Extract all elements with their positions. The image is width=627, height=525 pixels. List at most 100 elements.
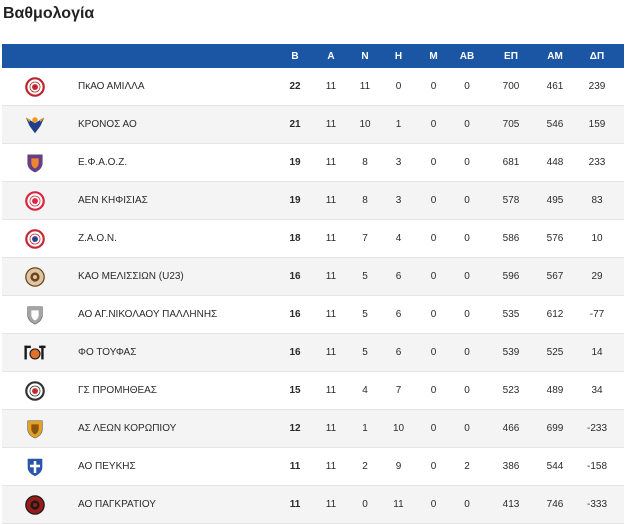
points-against-value: 489: [540, 372, 570, 410]
logo-dot: [32, 274, 38, 279]
m-value: 0: [415, 296, 452, 334]
logo-shield-inner: [31, 157, 39, 168]
team-name: Ζ.Α.Ο.Ν.: [68, 220, 276, 258]
losses-value: 1: [382, 106, 415, 144]
team-name: ΑΟ ΑΓ.ΝΙΚΟΛΑΟΥ ΠΑΛΛΗΝΗΣ: [68, 296, 276, 334]
points-value: 15: [276, 372, 314, 410]
point-diff-value: 159: [570, 106, 624, 144]
points-value: 22: [276, 68, 314, 106]
logo-letter-bar: [24, 345, 31, 348]
header-logo-cell: [2, 44, 68, 68]
logo-cell: [2, 334, 68, 372]
leon-koropiou-shield-icon: [27, 419, 43, 438]
aen-kifisias-crest-icon: [25, 190, 45, 211]
point-diff-value: -77: [570, 296, 624, 334]
points-for-value: 586: [482, 220, 540, 258]
ab-value: 0: [452, 68, 482, 106]
points-for-value: 386: [482, 448, 540, 486]
losses-value: 4: [382, 220, 415, 258]
logo-cell: [2, 220, 68, 258]
ag-nikolaou-shield-icon: [27, 305, 43, 324]
points-value: 16: [276, 258, 314, 296]
point-diff-value: -333: [570, 486, 624, 524]
ao-pagkratiou-crest-icon: [25, 494, 45, 515]
header-losses: Η: [382, 44, 415, 68]
header-wins: Ν: [348, 44, 382, 68]
losses-value: 10: [382, 410, 415, 448]
point-diff-value: 14: [570, 334, 624, 372]
logo-cell: [2, 486, 68, 524]
m-value: 0: [415, 182, 452, 220]
point-diff-value: -233: [570, 410, 624, 448]
losses-value: 0: [382, 68, 415, 106]
wins-value: 0: [348, 486, 382, 524]
ab-value: 0: [452, 296, 482, 334]
logo-cell: [2, 258, 68, 296]
ab-value: 0: [452, 486, 482, 524]
logo-cell: [2, 68, 68, 106]
team-name: ΓΣ ΠΡΟΜΗΘΕΑΣ: [68, 372, 276, 410]
kao-melission-crest-icon: [25, 266, 45, 287]
points-against-value: 746: [540, 486, 570, 524]
losses-value: 11: [382, 486, 415, 524]
team-name: ΑΟ ΠΑΓΚΡΑΤΙΟΥ: [68, 486, 276, 524]
wins-value: 10: [348, 106, 382, 144]
logo-letter-stem: [41, 345, 44, 359]
points-for-value: 523: [482, 372, 540, 410]
logo-shield-inner: [31, 309, 39, 320]
point-diff-value: 10: [570, 220, 624, 258]
ab-value: 0: [452, 182, 482, 220]
logo-cross-horizontal: [29, 464, 41, 467]
point-diff-value: 233: [570, 144, 624, 182]
points-for-value: 535: [482, 296, 540, 334]
logo-ball: [32, 116, 38, 123]
header-row: Β Α Ν Η Μ ΑΒ ΕΠ ΑΜ ΔΠ: [2, 44, 624, 68]
games-value: 11: [314, 334, 348, 372]
logo-cell: [2, 448, 68, 486]
m-value: 0: [415, 334, 452, 372]
ab-value: 0: [452, 410, 482, 448]
header-point-diff: ΔΠ: [570, 44, 624, 68]
ab-value: 0: [452, 334, 482, 372]
ab-value: 0: [452, 258, 482, 296]
table-header: Β Α Ν Η Μ ΑΒ ΕΠ ΑΜ ΔΠ: [2, 44, 624, 68]
ab-value: 0: [452, 144, 482, 182]
standings-table: Β Α Ν Η Μ ΑΒ ΕΠ ΑΜ ΔΠ ΠκΑΟ ΑΜΙΛΛΑ 22 11 …: [2, 44, 624, 524]
promitheas-crest-icon: [25, 380, 45, 401]
logo-center: [32, 83, 38, 90]
header-points: Β: [276, 44, 314, 68]
amilla-crest-icon: [25, 76, 45, 97]
logo-ball: [29, 347, 41, 360]
table-row: ΓΣ ΠΡΟΜΗΘΕΑΣ 15 11 4 7 0 0 523 489 34: [2, 372, 624, 410]
header-games: Α: [314, 44, 348, 68]
table-body: ΠκΑΟ ΑΜΙΛΛΑ 22 11 11 0 0 0 700 461 239 Κ…: [2, 68, 624, 524]
point-diff-value: -158: [570, 448, 624, 486]
points-value: 12: [276, 410, 314, 448]
page-title: Βαθμολογία: [3, 5, 95, 22]
logo-cell: [2, 144, 68, 182]
m-value: 0: [415, 258, 452, 296]
table-row: Ε.Φ.Α.Ο.Ζ. 19 11 8 3 0 0 681 448 233: [2, 144, 624, 182]
points-against-value: 576: [540, 220, 570, 258]
games-value: 11: [314, 220, 348, 258]
games-value: 11: [314, 410, 348, 448]
team-name: ΠκΑΟ ΑΜΙΛΛΑ: [68, 68, 276, 106]
ao-pefkis-shield-icon: [27, 458, 43, 476]
table-row: ΠκΑΟ ΑΜΙΛΛΑ 22 11 11 0 0 0 700 461 239: [2, 68, 624, 106]
point-diff-value: 29: [570, 258, 624, 296]
points-against-value: 495: [540, 182, 570, 220]
table-row: ΚΑΟ ΜΕΛΙΣΣΙΩΝ (U23) 16 11 5 6 0 0 596 56…: [2, 258, 624, 296]
logo-inner-ring: [29, 195, 41, 206]
table-row: ΑΕΝ ΚΗΦΙΣΙΑΣ 19 11 8 3 0 0 578 495 83: [2, 182, 624, 220]
points-for-value: 596: [482, 258, 540, 296]
games-value: 11: [314, 372, 348, 410]
logo-inner-ring: [29, 81, 41, 92]
team-name: ΚΑΟ ΜΕΛΙΣΣΙΩΝ (U23): [68, 258, 276, 296]
wins-value: 5: [348, 258, 382, 296]
logo-cell: [2, 296, 68, 334]
points-for-value: 578: [482, 182, 540, 220]
points-against-value: 544: [540, 448, 570, 486]
games-value: 11: [314, 486, 348, 524]
losses-value: 9: [382, 448, 415, 486]
points-value: 16: [276, 334, 314, 372]
